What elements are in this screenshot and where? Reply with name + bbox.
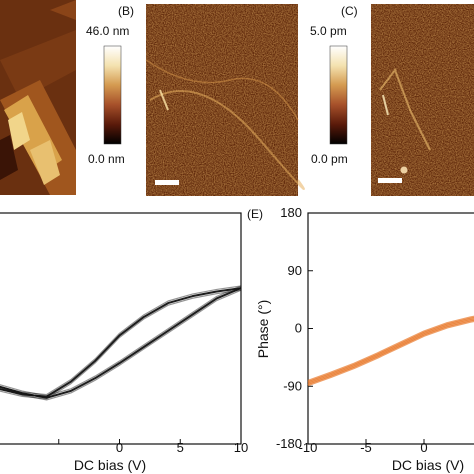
colorbar-amp — [329, 45, 348, 145]
panel-e-label: (E) — [247, 207, 263, 221]
panel-d-xtick-label: 0 — [116, 440, 123, 455]
panel-d-xtick-label: 5 — [177, 440, 184, 455]
panel-d-ticks: 0 5 10 — [58, 439, 248, 455]
panel-d-series-1-line — [0, 285, 242, 396]
panel-e-ytick-label: 90 — [288, 263, 302, 278]
colorbar-height-min: 0.0 nm — [88, 152, 125, 166]
panel-e-xtick-label: -5 — [360, 440, 372, 455]
panel-d-series-0-line — [0, 289, 242, 401]
panel-e-ylabel: Phase (°) — [255, 300, 271, 359]
panel-e-axes-frame — [307, 212, 474, 445]
panel-d-series-1-line — [0, 287, 242, 398]
panel-c-image — [371, 4, 474, 196]
panel-e-ytick-label: 0 — [295, 321, 302, 336]
panel-b-label: (B) — [118, 4, 134, 18]
panel-e-ytick-label: -90 — [283, 378, 302, 393]
panel-b-image — [145, 4, 305, 196]
panel-d-xtick-label: 10 — [234, 440, 248, 455]
panel-e-series-0-line — [307, 317, 474, 384]
colorbar-height-max: 46.0 nm — [86, 24, 129, 38]
panel-e-ytick-label: 180 — [280, 205, 302, 220]
panel-c-label: (C) — [341, 4, 358, 18]
panel-d-axes-frame — [0, 212, 242, 445]
panel-a-image — [0, 0, 76, 195]
panel-b-scale-bar — [155, 180, 179, 185]
colorbar-amp-min: 0.0 pm — [311, 152, 348, 166]
panel-d-series-0-line — [0, 285, 242, 397]
panel-e-series — [307, 315, 474, 387]
panel-c-scale-bar — [378, 178, 402, 183]
panel-e-series-0-line — [307, 315, 474, 382]
panel-e-xtick-label: 0 — [420, 440, 427, 455]
panel-e-xlabel: DC bias (V) — [392, 457, 464, 473]
panel-d-series-1-line — [0, 289, 242, 400]
panel-e-xtick-label: -10 — [299, 440, 318, 455]
panel-e-series-0-line — [307, 319, 474, 387]
panel-d-series — [0, 285, 242, 401]
panel-e-series-0-line — [307, 318, 474, 385]
panel-e-ticks: 180 90 0 -90 -180-10 -5 0 — [276, 205, 428, 455]
colorbar-amp-max: 5.0 pm — [310, 24, 347, 38]
panel-d-xlabel: DC bias (V) — [74, 457, 146, 473]
colorbar-height — [103, 45, 122, 145]
panel-e-ytick-label: -180 — [276, 436, 302, 451]
panel-d-chart: 0 5 10 DC bias (V) — [0, 212, 248, 473]
panel-e-chart: 180 90 0 -90 -180-10 -5 0 Phase (°) DC bias (V… — [255, 205, 474, 473]
